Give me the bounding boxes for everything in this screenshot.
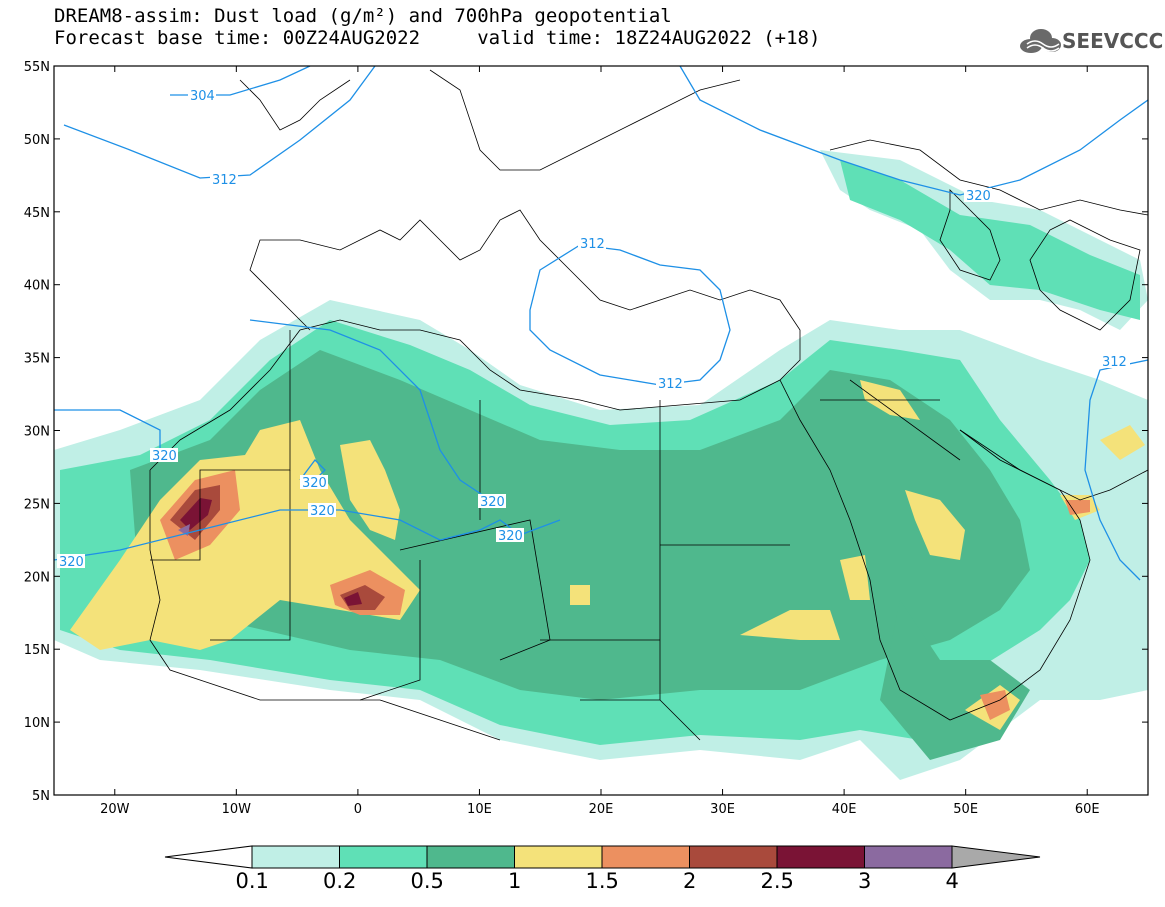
colorbar-swatch bbox=[864, 845, 953, 869]
colorbar-low-arrow bbox=[164, 845, 253, 869]
forecast-time-line: Forecast base time: 00Z24AUG2022 valid t… bbox=[54, 27, 821, 49]
colorbar-swatch bbox=[776, 845, 865, 869]
lon-tick-label: 10E bbox=[467, 802, 492, 817]
lon-tick-label: 20W bbox=[100, 802, 130, 817]
contour-label: 320 bbox=[480, 495, 505, 510]
colorbar-label: 0.2 bbox=[323, 869, 357, 893]
colorbar bbox=[164, 845, 1041, 869]
contour-labels: 304 312 312 312 312 320 320 320 320 320 … bbox=[57, 88, 1130, 570]
map-title: DREAM8-assim: Dust load (g/m²) and 700hP… bbox=[54, 5, 672, 27]
contour-label: 320 bbox=[310, 504, 335, 519]
logo-text: SEEVCCC bbox=[1062, 29, 1164, 53]
colorbar-label: 2 bbox=[683, 869, 697, 893]
colorbar-label: 1 bbox=[508, 869, 522, 893]
contour-label: 312 bbox=[580, 237, 605, 252]
axis-ticks: 20W 10W 0 10E 20E 30E 40E 50E 60E 55N 50N 45N 40N 35N… bbox=[24, 60, 1148, 817]
lon-tick-label: 60E bbox=[1075, 802, 1100, 817]
lat-tick-label: 30N bbox=[24, 425, 50, 440]
colorbar-label: 3 bbox=[858, 869, 872, 893]
lat-tick-label: 15N bbox=[24, 643, 50, 658]
contour-label: 312 bbox=[1102, 355, 1127, 370]
lon-tick-label: 0 bbox=[354, 802, 362, 817]
colorbar-swatch bbox=[426, 845, 515, 869]
colorbar-swatch bbox=[514, 845, 603, 869]
cloud-icon bbox=[1020, 29, 1061, 53]
lat-tick-label: 10N bbox=[24, 716, 50, 731]
contour-label: 320 bbox=[152, 449, 177, 464]
dust-shading bbox=[54, 150, 1148, 780]
lat-tick-label: 45N bbox=[24, 206, 50, 221]
contour-label: 320 bbox=[498, 529, 523, 544]
colorbar-label: 4 bbox=[945, 869, 959, 893]
lat-tick-label: 20N bbox=[24, 570, 50, 585]
lat-tick-label: 25N bbox=[24, 497, 50, 512]
lon-tick-label: 30E bbox=[710, 802, 735, 817]
lat-tick-label: 55N bbox=[24, 60, 50, 75]
lon-tick-label: 20E bbox=[589, 802, 614, 817]
lon-tick-label: 50E bbox=[953, 802, 978, 817]
lon-tick-label: 10W bbox=[222, 802, 252, 817]
lon-tick-label: 40E bbox=[832, 802, 857, 817]
contour-label: 312 bbox=[658, 377, 683, 392]
contour-label: 304 bbox=[190, 89, 215, 104]
colorbar-high-arrow bbox=[951, 845, 1041, 869]
colorbar-swatch bbox=[339, 845, 428, 869]
colorbar-swatch bbox=[601, 845, 690, 869]
lat-tick-label: 35N bbox=[24, 352, 50, 367]
lat-tick-label: 50N bbox=[24, 133, 50, 148]
colorbar-label: 1.5 bbox=[585, 869, 619, 893]
contour-label: 320 bbox=[302, 476, 327, 491]
coastlines bbox=[149, 69, 1148, 741]
contour-label: 320 bbox=[966, 189, 991, 204]
contour-label: 320 bbox=[59, 555, 84, 570]
lat-tick-label: 40N bbox=[24, 279, 50, 294]
colorbar-swatch bbox=[251, 845, 340, 869]
colorbar-label: 0.5 bbox=[410, 869, 444, 893]
colorbar-label: 2.5 bbox=[760, 869, 794, 893]
colorbar-swatch bbox=[689, 845, 778, 869]
contour-label: 312 bbox=[212, 173, 237, 188]
colorbar-label: 0.1 bbox=[235, 869, 269, 893]
lat-tick-label: 5N bbox=[32, 789, 50, 804]
